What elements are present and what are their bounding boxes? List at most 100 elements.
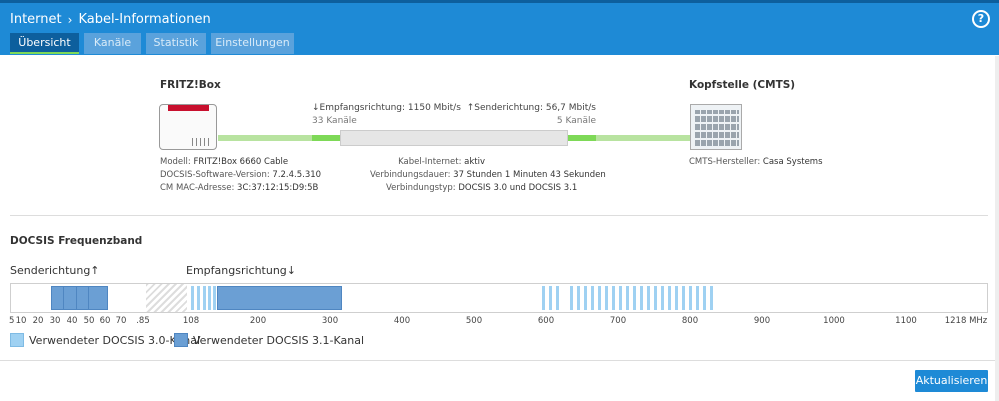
channel-separator	[63, 286, 64, 310]
downstream-direction-label: Empfangsrichtung↓	[186, 264, 296, 277]
device-led-strip	[168, 105, 209, 111]
tick-down-1000: 1000	[823, 316, 845, 326]
tick-up-30: 30	[49, 316, 61, 326]
tab-kanaele[interactable]: Kanäle	[84, 33, 141, 54]
tick-down-900: 900	[753, 316, 771, 326]
downstream-docsis30-channel	[619, 286, 622, 310]
device-title: FRITZ!Box	[160, 79, 221, 91]
status-label: Kabel-Internet:	[398, 157, 465, 167]
tick-up-20: 20	[32, 316, 44, 326]
breadcrumb-kabel-informationen: Kabel-Informationen	[78, 12, 211, 27]
header-bar: Internet › Kabel-Informationen ? Übersic…	[0, 0, 999, 55]
downstream-docsis30-channel	[591, 286, 594, 310]
fritzbox-device-icon	[159, 104, 217, 150]
downstream-docsis30-channel	[661, 286, 664, 310]
downstream-rate: 1150 Mbit/s	[407, 103, 461, 113]
connection-info-duration: Verbindungsdauer: 37 Stunden 1 Minuten 4…	[370, 170, 606, 180]
software-value: 7.2.4.5.310	[272, 170, 322, 180]
tick-down-500: 500	[465, 316, 483, 326]
chevron-right-icon: ›	[67, 12, 73, 27]
downstream-docsis30-channel	[626, 286, 629, 310]
cmts-info-vendor: CMTS-Hersteller: Casa Systems	[689, 157, 823, 167]
tick-up-50: 50	[83, 316, 95, 326]
cmts-rack-slots	[695, 110, 739, 146]
tab-statistik[interactable]: Statistik	[146, 33, 206, 54]
help-icon[interactable]: ?	[972, 10, 990, 28]
tick-down-800: 800	[681, 316, 699, 326]
device-vents	[192, 138, 210, 146]
tick-down-200: 200	[249, 316, 267, 326]
legend-label-docsis31: Verwendeter DOCSIS 3.1-Kanal	[193, 333, 365, 347]
frequency-section-title: DOCSIS Frequenzband	[10, 235, 143, 247]
upstream-direction-label: Senderichtung↑	[10, 264, 100, 277]
tick-down-600: 600	[537, 316, 555, 326]
software-label: DOCSIS-Software-Version:	[160, 170, 273, 180]
tab-uebersicht[interactable]: Übersicht	[10, 33, 79, 54]
device-info-mac: CM MAC-Adresse: 3C:37:12:15:D9:5B	[160, 183, 318, 193]
downstream-docsis30-channel	[710, 286, 713, 310]
connection-info-status: Kabel-Internet: aktiv	[398, 157, 485, 167]
downstream-docsis30-channel	[605, 286, 608, 310]
downstream-docsis30-channel	[577, 286, 580, 310]
upstream-rate: 56,7 Mbit/s	[545, 103, 596, 113]
type-value: DOCSIS 3.0 und DOCSIS 3.1	[458, 183, 578, 193]
downstream-docsis30-channel	[633, 286, 636, 310]
breadcrumb: Internet › Kabel-Informationen	[10, 12, 211, 27]
device-info-model: Modell: FRITZ!Box 6660 Cable	[160, 157, 288, 167]
legend-label-docsis30: Verwendeter DOCSIS 3.0-Kanal	[29, 333, 201, 347]
downstream-prefix: ↓Empfangsrichtung:	[312, 103, 408, 113]
downstream-docsis30-channel	[703, 286, 706, 310]
tick-down-300: 300	[321, 316, 339, 326]
downstream-docsis30-channel	[647, 286, 650, 310]
downstream-docsis30-channel	[203, 286, 206, 310]
tick-down-1218: 1218 MHz	[944, 316, 988, 326]
refresh-button[interactable]: Aktualisieren	[915, 370, 988, 392]
channel-separator	[88, 286, 89, 310]
downstream-docsis30-channel	[191, 286, 194, 310]
tick-up-40: 40	[66, 316, 78, 326]
downstream-docsis30-channel	[689, 286, 692, 310]
connection-line-segment	[312, 135, 340, 141]
upstream-prefix: ↑Senderichtung:	[466, 103, 546, 113]
downstream-docsis30-channel	[675, 286, 678, 310]
legend-swatch-docsis30	[10, 333, 24, 347]
scrollbar[interactable]	[995, 56, 999, 401]
downstream-docsis30-channel	[556, 286, 559, 310]
connection-line-segment	[568, 135, 596, 141]
downstream-docsis31-block	[217, 286, 342, 310]
downstream-docsis30-channel	[668, 286, 671, 310]
model-label: Modell:	[160, 157, 194, 167]
legend-docsis31: Verwendeter DOCSIS 3.1-Kanal	[174, 333, 364, 347]
upstream-docsis31-block	[51, 286, 108, 310]
upstream-channels: 5 Kanäle	[556, 116, 596, 126]
upstream-rate-text: ↑Senderichtung: 56,7 Mbit/s	[467, 103, 596, 113]
cmts-title: Kopfstelle (CMTS)	[689, 79, 796, 91]
tick-up-10: 10	[15, 316, 27, 326]
connection-info-type: Verbindungstyp: DOCSIS 3.0 und DOCSIS 3.…	[386, 183, 577, 193]
duration-value: 37 Stunden 1 Minuten 43 Sekunden	[453, 170, 606, 180]
tick-down-400: 400	[393, 316, 411, 326]
downstream-channels: 33 Kanäle	[312, 116, 357, 126]
tab-einstellungen[interactable]: Einstellungen	[211, 33, 294, 54]
downstream-docsis30-channel	[213, 286, 216, 310]
type-label: Verbindungstyp:	[386, 183, 459, 193]
footer-divider	[0, 360, 999, 361]
downstream-docsis30-channel	[682, 286, 685, 310]
model-value: FRITZ!Box 6660 Cable	[193, 157, 289, 167]
tick-down-1100: 1100	[895, 316, 917, 326]
downstream-docsis30-channel	[598, 286, 601, 310]
tick-down-700: 700	[609, 316, 627, 326]
downstream-docsis30-channel	[549, 286, 552, 310]
downstream-docsis30-channel	[584, 286, 587, 310]
downstream-docsis30-channel	[570, 286, 573, 310]
downstream-rate-text: ↓Empfangsrichtung: 1150 Mbit/s	[312, 103, 461, 113]
breadcrumb-internet[interactable]: Internet	[10, 12, 62, 27]
status-value: aktiv	[464, 157, 485, 167]
downstream-docsis30-channel	[654, 286, 657, 310]
mac-label: CM MAC-Adresse:	[160, 183, 238, 193]
downstream-docsis30-channel	[542, 286, 545, 310]
channel-separator	[76, 286, 77, 310]
tick-down-108: 108	[182, 316, 200, 326]
header-topline	[0, 0, 999, 3]
tick-up-85: .85	[136, 316, 150, 326]
